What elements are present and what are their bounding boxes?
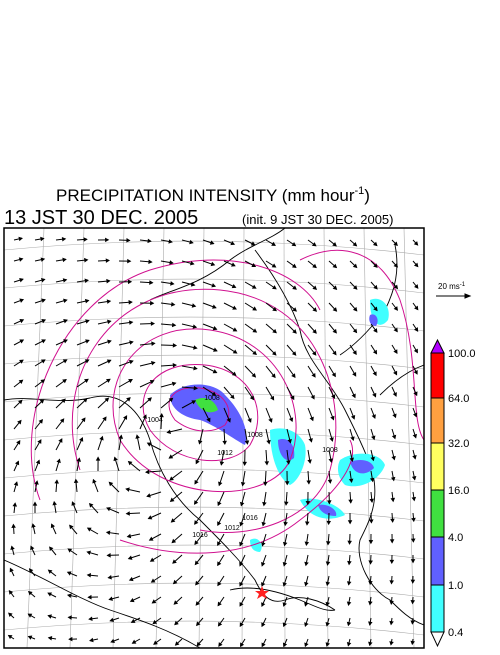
isobar-label: 1012 [224,525,240,532]
colorbar-label: 16.0 [448,485,469,497]
colorbar: 100.0 64.0 32.0 16.0 4.0 1.0 0.4 [431,340,476,646]
title-end: ) [364,186,370,205]
isobar-label: 1008 [204,395,220,402]
colorbar-label: 0.4 [448,627,463,639]
colorbar-band [431,490,444,537]
wind-ref-text: 20 ms [438,282,460,291]
colorbar-label: 4.0 [448,532,463,544]
colorbar-label: 100.0 [448,348,476,360]
valid-time: 13 JST 30 DEC. 2005 [4,207,198,229]
init-time: (init. 9 JST 30 DEC. 2005) [242,212,394,227]
colorbar-band [431,398,444,443]
title: PRECIPITATION INTENSITY (mm hour-1) [56,185,370,205]
isobar-label: 1012 [217,450,233,457]
colorbar-label: 64.0 [448,393,469,405]
colorbar-band [431,443,444,490]
colorbar-bottom [431,632,444,646]
wind-ref-arrow [436,294,470,298]
colorbar-band [431,353,444,398]
colorbar-label: 32.0 [448,438,469,450]
isobar-label: 1008 [247,432,263,439]
map-bg [4,228,424,648]
title-sup: -1 [355,185,365,197]
isobar-label: 1016 [242,515,258,522]
title-main: PRECIPITATION INTENSITY (mm hour [56,186,355,205]
wind-ref-sup: -1 [460,282,466,288]
isobar-label: 1008 [322,447,338,454]
colorbar-label: 1.0 [448,580,463,592]
isobar-label: 1004 [147,417,163,424]
colorbar-band [431,537,444,585]
wind-ref-label: 20 ms-1 [438,282,466,291]
colorbar-top [431,340,444,353]
colorbar-band [431,585,444,632]
isobar-label: 1016 [192,532,208,539]
